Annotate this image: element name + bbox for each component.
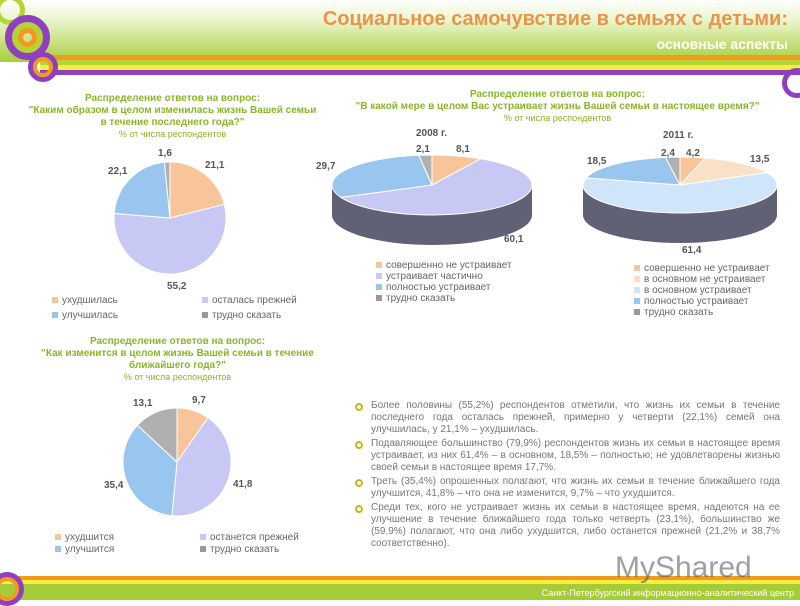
findings-list: Более половины (55,2%) респондентов отме… (355, 400, 780, 552)
finding-item: Среди тех, кого не устраивает жизнь их с… (355, 502, 780, 550)
chart-year-2011: 2011 г. (663, 130, 694, 141)
ring-decoration (28, 52, 58, 82)
stripe (40, 60, 800, 65)
data-label: 1,6 (158, 148, 172, 159)
ring-decoration (782, 68, 800, 98)
data-label: 61,4 (682, 245, 702, 256)
stripe (40, 65, 800, 70)
data-label: 18,5 (587, 156, 607, 167)
data-label: 4,2 (686, 148, 700, 159)
data-label: 2,4 (661, 148, 675, 159)
header-banner (0, 0, 800, 62)
data-label: 55,2 (167, 281, 187, 292)
pie2008-slice (331, 154, 433, 198)
pie4-slice (122, 424, 178, 517)
pie1-slice (163, 161, 171, 219)
pie1-slice (113, 203, 227, 275)
footer-bar (0, 584, 800, 600)
data-label: 2,1 (416, 144, 430, 155)
data-label: 29,7 (316, 161, 336, 172)
chart3-legend: совершенно не устраивает в основном не у… (634, 263, 770, 318)
chart-year-2008: 2008 г. (416, 128, 447, 139)
data-label: 41,8 (233, 479, 253, 490)
chart1-legend: ухудшилась осталась прежней улучшилась т… (52, 295, 312, 321)
chart4-legend: ухудшится останется прежней улучшится тр… (55, 532, 315, 555)
stripe (40, 70, 800, 75)
data-label: 60,1 (504, 234, 524, 245)
pie2008-slice (418, 154, 433, 186)
pie2011-slice (664, 156, 681, 186)
pie2011-slice (678, 157, 769, 186)
stripe (40, 55, 800, 60)
watermark: MyShared (615, 551, 752, 584)
chart2-title: Распределение ответов на вопрос: "В какой… (355, 89, 760, 123)
pie2008-slice (339, 158, 533, 216)
page-subtitle: основные аспекты (656, 36, 789, 52)
finding-item: Треть (35,4%) опрошенных полагают, что ж… (355, 476, 780, 500)
pie2011-slice (582, 172, 778, 214)
data-label: 22,1 (108, 166, 128, 177)
page-title: Социальное самочувствие в семьях с детьм… (322, 8, 788, 30)
data-label: 8,1 (456, 144, 470, 155)
chart4-title: Распределение ответов на вопрос: "Как изм… (41, 336, 314, 382)
chart1-title: Распределение ответов на вопрос: "Каким о… (28, 93, 317, 139)
chart2-legend: совершенно не устраивает устраивает част… (376, 260, 512, 304)
data-label: 21,1 (205, 160, 225, 171)
pie4-slice (136, 407, 178, 464)
stripe (0, 576, 800, 580)
stripe (0, 580, 800, 584)
pie1-slice (169, 161, 225, 219)
pie1-slice (113, 161, 171, 219)
data-label: 13,5 (750, 154, 770, 165)
ring-decoration (5, 15, 50, 60)
finding-item: Подавляющее большинство (79,9%) респонде… (355, 438, 780, 474)
footer-text: Санкт-Петербургский информационно-аналит… (541, 588, 794, 598)
pie2011-slice (585, 156, 681, 186)
pie4-slice (171, 417, 232, 517)
finding-item: Более половины (55,2%) респондентов отме… (355, 400, 780, 436)
data-label: 35,4 (104, 480, 124, 491)
data-label: 13,1 (133, 398, 153, 409)
data-label: 9,7 (192, 395, 206, 406)
